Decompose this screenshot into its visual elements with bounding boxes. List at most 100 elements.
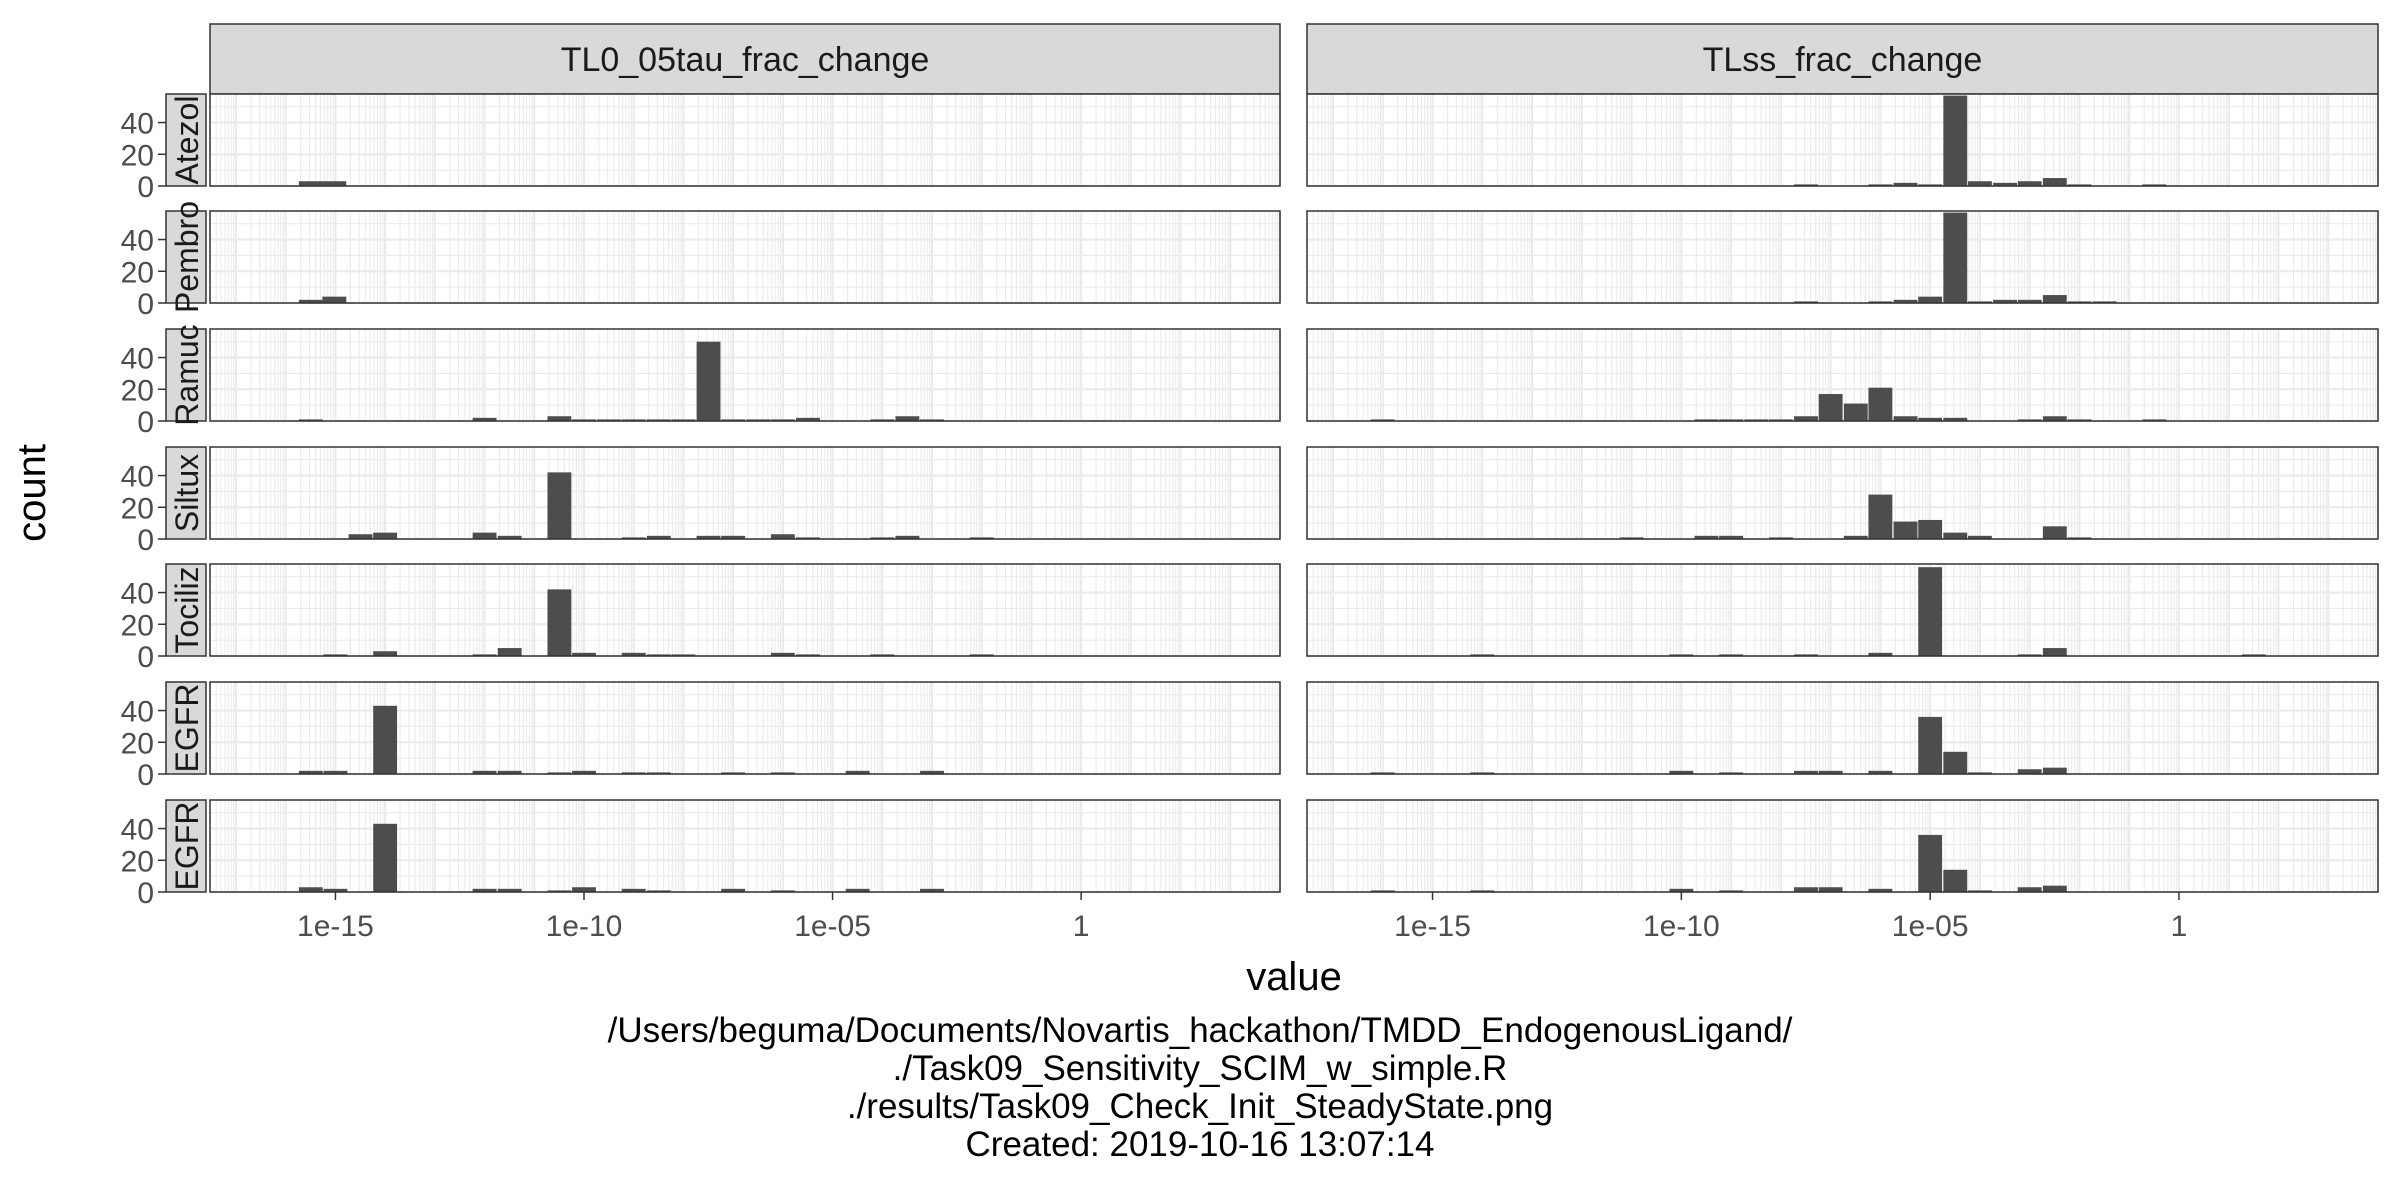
histogram-bar xyxy=(770,419,795,421)
y-tick-label: 40 xyxy=(121,343,154,376)
panel-border xyxy=(1306,328,2379,422)
histogram-bar xyxy=(920,888,944,892)
histogram-bar xyxy=(1619,537,1644,539)
y-tick-label: 40 xyxy=(121,578,154,611)
y-tick-label: 0 xyxy=(137,877,154,910)
histogram-bar xyxy=(472,654,497,656)
histogram-bar xyxy=(572,652,596,656)
histogram-bar xyxy=(497,888,522,892)
panel-border xyxy=(1306,681,2379,775)
histogram-bar xyxy=(2017,299,2042,303)
histogram-bar xyxy=(298,299,323,303)
histogram-bar xyxy=(746,419,771,421)
panel-border xyxy=(209,681,1281,775)
y-tick-label: 40 xyxy=(121,461,154,494)
y-tick-label: 20 xyxy=(121,609,154,642)
histogram-bar xyxy=(646,535,671,539)
histogram-bar xyxy=(969,537,994,539)
histogram-bar xyxy=(1470,654,1495,656)
histogram-bar xyxy=(1943,95,1968,186)
histogram-bar xyxy=(1943,532,1968,539)
histogram-bar xyxy=(1843,403,1868,421)
histogram-bar xyxy=(1669,654,1694,656)
histogram-bar xyxy=(2092,301,2117,303)
histogram-bar xyxy=(1768,419,1793,421)
histogram-bar xyxy=(646,419,671,421)
histogram-bar xyxy=(1794,184,1818,186)
histogram-bar xyxy=(2067,301,2092,303)
histogram-bar xyxy=(721,888,746,892)
histogram-bar xyxy=(2042,648,2067,656)
histogram-bar xyxy=(1669,888,1694,892)
histogram-bar xyxy=(621,772,646,774)
histogram-bar xyxy=(770,772,795,774)
histogram-bar xyxy=(1943,417,1968,421)
caption-output-file: ./results/Task09_Check_Init_SteadyState.… xyxy=(846,1087,1554,1126)
histogram-bar xyxy=(796,417,820,421)
histogram-bar xyxy=(572,887,596,892)
histogram-bar xyxy=(298,181,323,186)
x-tick-label: 1 xyxy=(1073,910,1090,943)
panel-border xyxy=(209,210,1281,304)
histogram-bar xyxy=(2067,184,2092,186)
histogram-bar xyxy=(298,770,323,774)
histogram-bar xyxy=(646,654,671,656)
histogram-bar xyxy=(1794,770,1818,774)
histogram-bar xyxy=(1967,301,1992,303)
facet-row-label: EGFR xyxy=(169,802,205,891)
histogram-bar xyxy=(1868,888,1893,892)
y-tick-label: 20 xyxy=(121,845,154,878)
histogram-bar xyxy=(2042,178,2067,186)
histogram-bar xyxy=(845,888,870,892)
y-tick-label: 40 xyxy=(121,814,154,847)
histogram-bar xyxy=(1918,519,1943,539)
histogram-bar xyxy=(895,416,920,421)
histogram-bar xyxy=(721,535,746,539)
histogram-bar xyxy=(2017,654,2042,656)
y-tick-label: 20 xyxy=(121,139,154,172)
y-tick-label: 40 xyxy=(121,225,154,258)
histogram-bar xyxy=(1868,494,1893,539)
panel-border xyxy=(209,446,1281,540)
histogram-bar xyxy=(2067,419,2092,421)
histogram-bar xyxy=(1868,387,1893,421)
histogram-bar xyxy=(1719,535,1744,539)
y-axis-title: count xyxy=(10,444,54,542)
histogram-bar xyxy=(597,419,622,421)
facet-column-label: TL0_05tau_frac_change xyxy=(561,41,930,79)
histogram-bar xyxy=(497,535,522,539)
panel-border xyxy=(1306,210,2379,304)
histogram-bar xyxy=(2017,419,2042,421)
histogram-bar xyxy=(2067,537,2092,539)
facet-row-label: Siltux xyxy=(169,454,205,532)
histogram-bar xyxy=(1918,184,1943,186)
histogram-bar xyxy=(547,416,572,421)
histogram-bar xyxy=(646,890,671,892)
histogram-bar xyxy=(770,534,795,539)
histogram-bar xyxy=(621,537,646,539)
histogram-bar xyxy=(1868,770,1893,774)
histogram-bar xyxy=(373,651,398,656)
histogram-bar xyxy=(920,419,944,421)
facet-column-label: TLss_frac_change xyxy=(1703,41,1983,79)
y-tick-label: 20 xyxy=(121,374,154,407)
y-tick-label: 0 xyxy=(137,524,154,557)
histogram-bar xyxy=(671,419,696,421)
caption-script: ./Task09_Sensitivity_SCIM_w_simple.R xyxy=(892,1049,1508,1088)
histogram-bar xyxy=(2042,526,2067,539)
histogram-bar xyxy=(472,888,497,892)
facet-row-label: Atezol xyxy=(169,96,205,185)
histogram-bar xyxy=(2017,769,2042,774)
histogram-bar xyxy=(870,419,895,421)
y-tick-label: 0 xyxy=(137,288,154,321)
histogram-bar xyxy=(547,589,572,656)
histogram-bar xyxy=(2241,654,2266,656)
histogram-bar xyxy=(2042,885,2067,892)
histogram-bar xyxy=(323,654,348,656)
histogram-bar xyxy=(1967,535,1992,539)
y-tick-label: 20 xyxy=(121,492,154,525)
facet-strip-row xyxy=(165,328,207,422)
facet-row-label: Ramuc xyxy=(169,324,205,425)
facet-strip-row xyxy=(165,210,207,304)
histogram-bar xyxy=(920,770,944,774)
